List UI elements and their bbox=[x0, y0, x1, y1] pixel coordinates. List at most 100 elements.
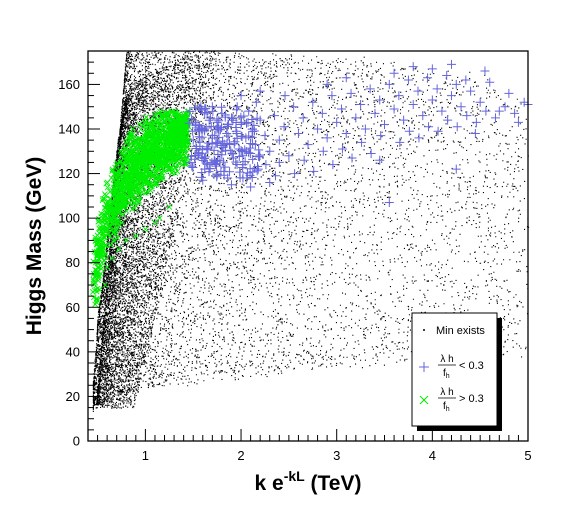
blue-plus bbox=[437, 106, 447, 116]
green-cross bbox=[161, 119, 168, 125]
blue-plus bbox=[211, 161, 221, 171]
green-cross bbox=[136, 197, 142, 204]
blue-plus bbox=[423, 73, 433, 83]
green-cross bbox=[165, 113, 172, 120]
green-cross bbox=[183, 160, 190, 167]
green-cross bbox=[112, 170, 119, 177]
blue-plus bbox=[220, 110, 230, 120]
blue-plus bbox=[194, 149, 204, 159]
green-cross bbox=[143, 114, 150, 121]
blue-plus bbox=[481, 106, 491, 116]
blue-plus bbox=[188, 163, 198, 173]
green-cross bbox=[174, 134, 181, 141]
green-cross bbox=[105, 215, 112, 222]
blue-plus bbox=[510, 108, 520, 118]
blue-plus bbox=[274, 157, 284, 167]
y-tick-label: 120 bbox=[58, 166, 80, 181]
blue-plus bbox=[196, 105, 206, 115]
green-cross bbox=[110, 213, 116, 220]
green-cross bbox=[152, 158, 159, 164]
blue-plus bbox=[236, 146, 246, 156]
blue-plus bbox=[456, 102, 466, 112]
blue-plus bbox=[471, 117, 481, 127]
blue-plus bbox=[279, 122, 289, 132]
green-cross bbox=[93, 248, 100, 255]
x-axis-title: k e-kL (TeV) bbox=[255, 468, 362, 495]
x-tick-labels: 1 2 3 4 5 bbox=[142, 448, 532, 463]
blue-plus bbox=[223, 131, 233, 141]
green-cross bbox=[119, 199, 126, 206]
green-cross bbox=[141, 132, 148, 139]
green-cross bbox=[153, 170, 160, 177]
blue-plus bbox=[242, 118, 252, 128]
blue-plus bbox=[408, 99, 418, 109]
blue-plus bbox=[466, 86, 476, 96]
green-cross bbox=[94, 264, 101, 271]
y-tick-label: 80 bbox=[66, 255, 80, 270]
blue-plus bbox=[475, 97, 485, 107]
green-cross bbox=[129, 125, 136, 132]
blue-plus bbox=[202, 107, 212, 117]
blue-plus bbox=[197, 132, 207, 142]
blue-plus bbox=[192, 144, 202, 154]
legend-plus-icon bbox=[419, 362, 429, 372]
green-cross bbox=[174, 121, 181, 128]
blue-plus bbox=[228, 153, 238, 163]
blue-plus bbox=[207, 102, 217, 112]
green-cross bbox=[102, 282, 109, 288]
legend-entry-1-numerator: λ h bbox=[440, 354, 453, 365]
green-cross bbox=[98, 265, 105, 272]
blue-plus bbox=[289, 102, 299, 112]
green-cross bbox=[104, 184, 111, 191]
blue-plus bbox=[248, 127, 258, 137]
green-cross-series bbox=[89, 108, 192, 308]
blue-plus bbox=[432, 84, 442, 94]
green-cross bbox=[133, 160, 140, 167]
blue-plus bbox=[209, 145, 219, 155]
green-cross bbox=[136, 172, 143, 179]
green-cross bbox=[176, 159, 182, 166]
blue-plus bbox=[408, 62, 418, 72]
green-cross bbox=[163, 143, 170, 150]
green-cross bbox=[153, 111, 159, 118]
blue-plus bbox=[480, 66, 490, 76]
green-cross bbox=[172, 164, 178, 171]
blue-plus bbox=[298, 113, 308, 123]
blue-plus bbox=[226, 113, 236, 123]
blue-plus bbox=[337, 144, 347, 154]
green-cross bbox=[171, 141, 177, 148]
green-cross bbox=[133, 161, 140, 168]
blue-plus bbox=[187, 161, 197, 171]
blue-plus bbox=[341, 73, 351, 83]
green-cross bbox=[125, 152, 132, 158]
green-cross bbox=[108, 220, 115, 227]
green-cross bbox=[157, 163, 164, 170]
blue-plus bbox=[299, 155, 309, 165]
green-cross bbox=[152, 130, 159, 137]
green-cross bbox=[148, 132, 155, 139]
blue-plus bbox=[248, 139, 258, 149]
legend-title: Min exists bbox=[436, 325, 485, 337]
green-cross bbox=[123, 157, 130, 163]
green-cross bbox=[157, 108, 163, 115]
green-cross bbox=[130, 173, 137, 180]
blue-plus bbox=[356, 99, 366, 109]
legend-entry-1-denominator: fh bbox=[443, 368, 450, 380]
green-cross bbox=[183, 156, 190, 163]
green-cross bbox=[170, 120, 177, 127]
green-cross bbox=[113, 179, 120, 186]
blue-plus bbox=[184, 118, 194, 128]
blue-plus bbox=[394, 91, 404, 101]
green-cross bbox=[123, 208, 130, 215]
blue-plus bbox=[198, 156, 208, 166]
green-cross bbox=[131, 205, 138, 211]
green-cross bbox=[136, 121, 143, 127]
legend-box bbox=[411, 312, 498, 427]
blue-plus bbox=[270, 171, 280, 181]
blue-plus bbox=[375, 95, 385, 105]
legend-cross-icon bbox=[419, 395, 429, 405]
blue-plus bbox=[280, 91, 290, 101]
blue-plus bbox=[226, 180, 236, 190]
blue-plus bbox=[413, 86, 423, 96]
blue-plus bbox=[195, 125, 205, 135]
